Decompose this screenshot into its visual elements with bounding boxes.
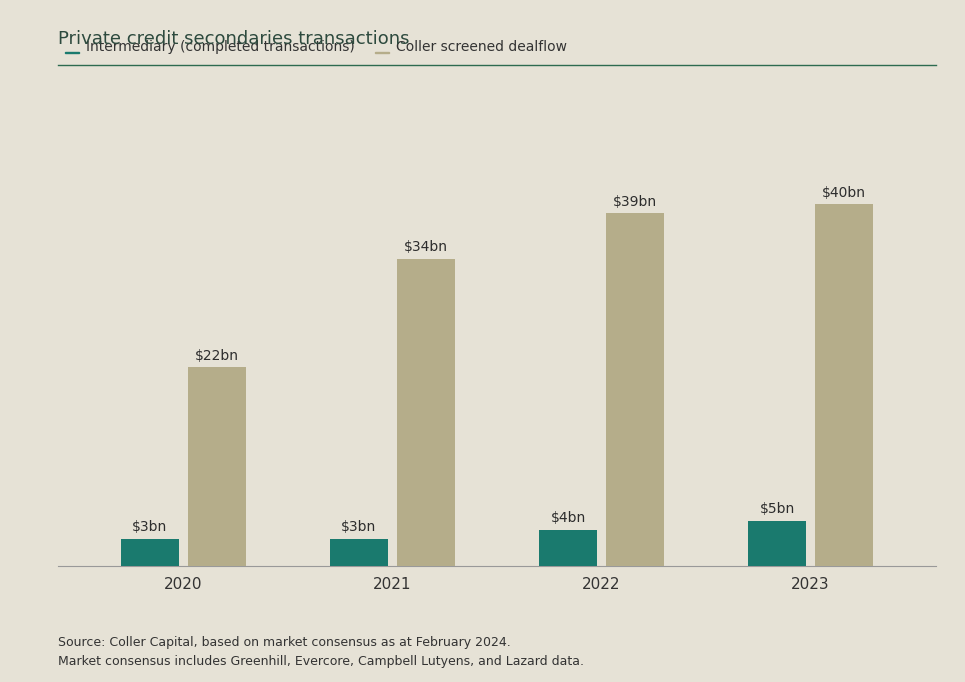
Text: Source: Coller Capital, based on market consensus as at February 2024.
Market co: Source: Coller Capital, based on market … bbox=[58, 636, 584, 668]
Bar bbox=[538, 530, 597, 566]
Text: $5bn: $5bn bbox=[759, 503, 795, 516]
Text: $3bn: $3bn bbox=[342, 520, 376, 535]
Bar bbox=[330, 539, 388, 566]
Text: $40bn: $40bn bbox=[822, 186, 866, 200]
Bar bbox=[748, 521, 807, 566]
Bar bbox=[121, 539, 179, 566]
Text: $4bn: $4bn bbox=[550, 512, 586, 525]
Bar bbox=[606, 213, 664, 566]
Text: $34bn: $34bn bbox=[404, 240, 448, 254]
Text: Private credit secondaries transactions: Private credit secondaries transactions bbox=[58, 30, 409, 48]
Text: $39bn: $39bn bbox=[613, 195, 657, 209]
Text: $22bn: $22bn bbox=[195, 349, 238, 363]
Bar bbox=[814, 205, 873, 566]
Bar bbox=[187, 367, 246, 566]
Text: $3bn: $3bn bbox=[132, 520, 168, 535]
Legend: Intermediary (completed transactions), Coller screened dealflow: Intermediary (completed transactions), C… bbox=[65, 40, 567, 55]
Bar bbox=[397, 258, 455, 566]
